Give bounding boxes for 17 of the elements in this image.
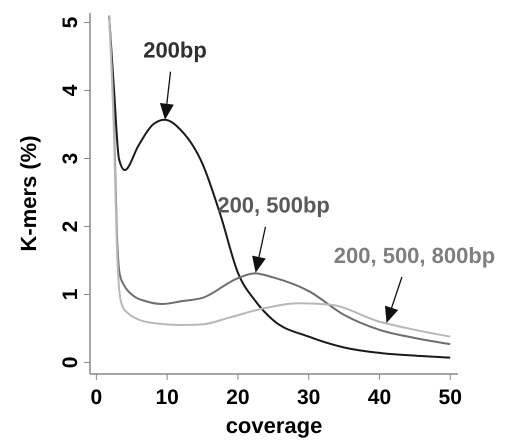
x-tick-label: 50 [438,386,462,409]
annotation: 200, 500, 800bp [334,243,496,268]
y-axis-title: K-mers (%) [16,135,41,252]
y-tick-label: 5 [59,16,82,28]
y-tick-label: 3 [59,152,82,164]
x-tick-label: 40 [368,386,392,409]
x-axis-title: coverage [226,413,322,438]
y-tick-label: 4 [59,84,82,96]
x-tick-label: 0 [90,386,102,409]
x-tick-label: 10 [155,386,179,409]
y-tick-label: 0 [59,356,82,368]
annotation: 200bp [143,38,207,63]
y-tick-label: 2 [59,220,82,232]
annotation: 200, 500bp [217,192,330,218]
x-tick-label: 30 [296,386,320,409]
y-tick-label: 1 [59,288,82,300]
x-tick-label: 20 [226,386,250,409]
